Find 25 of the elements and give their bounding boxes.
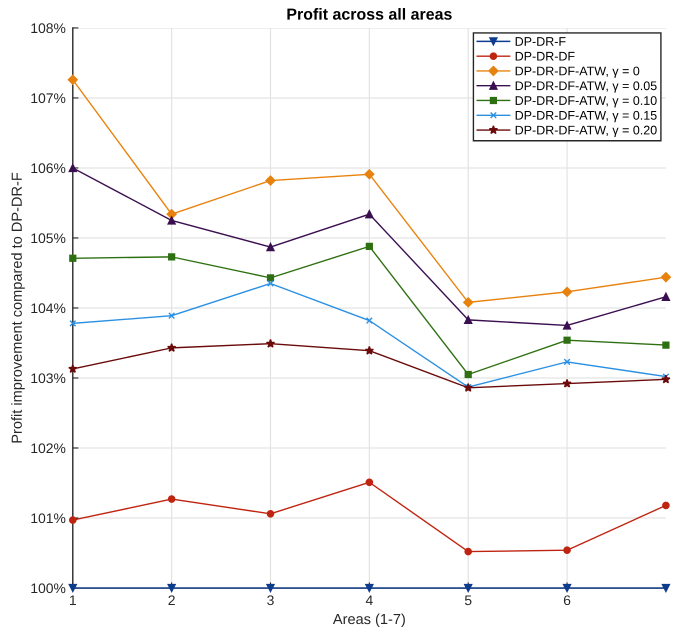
y-tick-label: 103% (31, 373, 66, 384)
y-tick-label: 105% (31, 233, 66, 244)
y-tick-label: 107% (31, 93, 66, 104)
y-tick-label: 108% (31, 23, 66, 34)
y-tick-label: 102% (31, 443, 66, 454)
chart-title: Profit across all areas (287, 8, 452, 20)
y-tick-label: 101% (31, 513, 66, 524)
x-tick-label: 3 (267, 595, 274, 606)
legend-label: DP-DR-DF-ATW, γ = 0.20 (516, 126, 657, 137)
y-tick-label: 104% (31, 303, 66, 314)
y-axis-title: Profit improvement compared to DP-DR-F (11, 172, 25, 443)
legend-label: DP-DR-DF-ATW, γ = 0.10 (516, 96, 657, 108)
x-tick-label: 1 (70, 595, 76, 606)
y-tick-label: 100% (31, 583, 66, 594)
x-tick-label: 4 (366, 595, 373, 606)
x-tick-label: 2 (168, 595, 175, 606)
legend-label: DP-DR-DF (516, 52, 575, 61)
legend-label: DP-DR-F (516, 37, 566, 46)
legend-label: DP-DR-DF-ATW, γ = 0.05 (516, 81, 657, 93)
x-tick-label: 6 (564, 595, 570, 606)
x-tick-label: 5 (464, 595, 472, 606)
legend-label: DP-DR-DF-ATW, γ = 0 (516, 66, 640, 78)
y-tick-label: 106% (31, 163, 66, 174)
legend-label: DP-DR-DF-ATW, γ = 0.15 (516, 110, 657, 122)
x-axis-title: Areas (1-7) (332, 613, 405, 628)
